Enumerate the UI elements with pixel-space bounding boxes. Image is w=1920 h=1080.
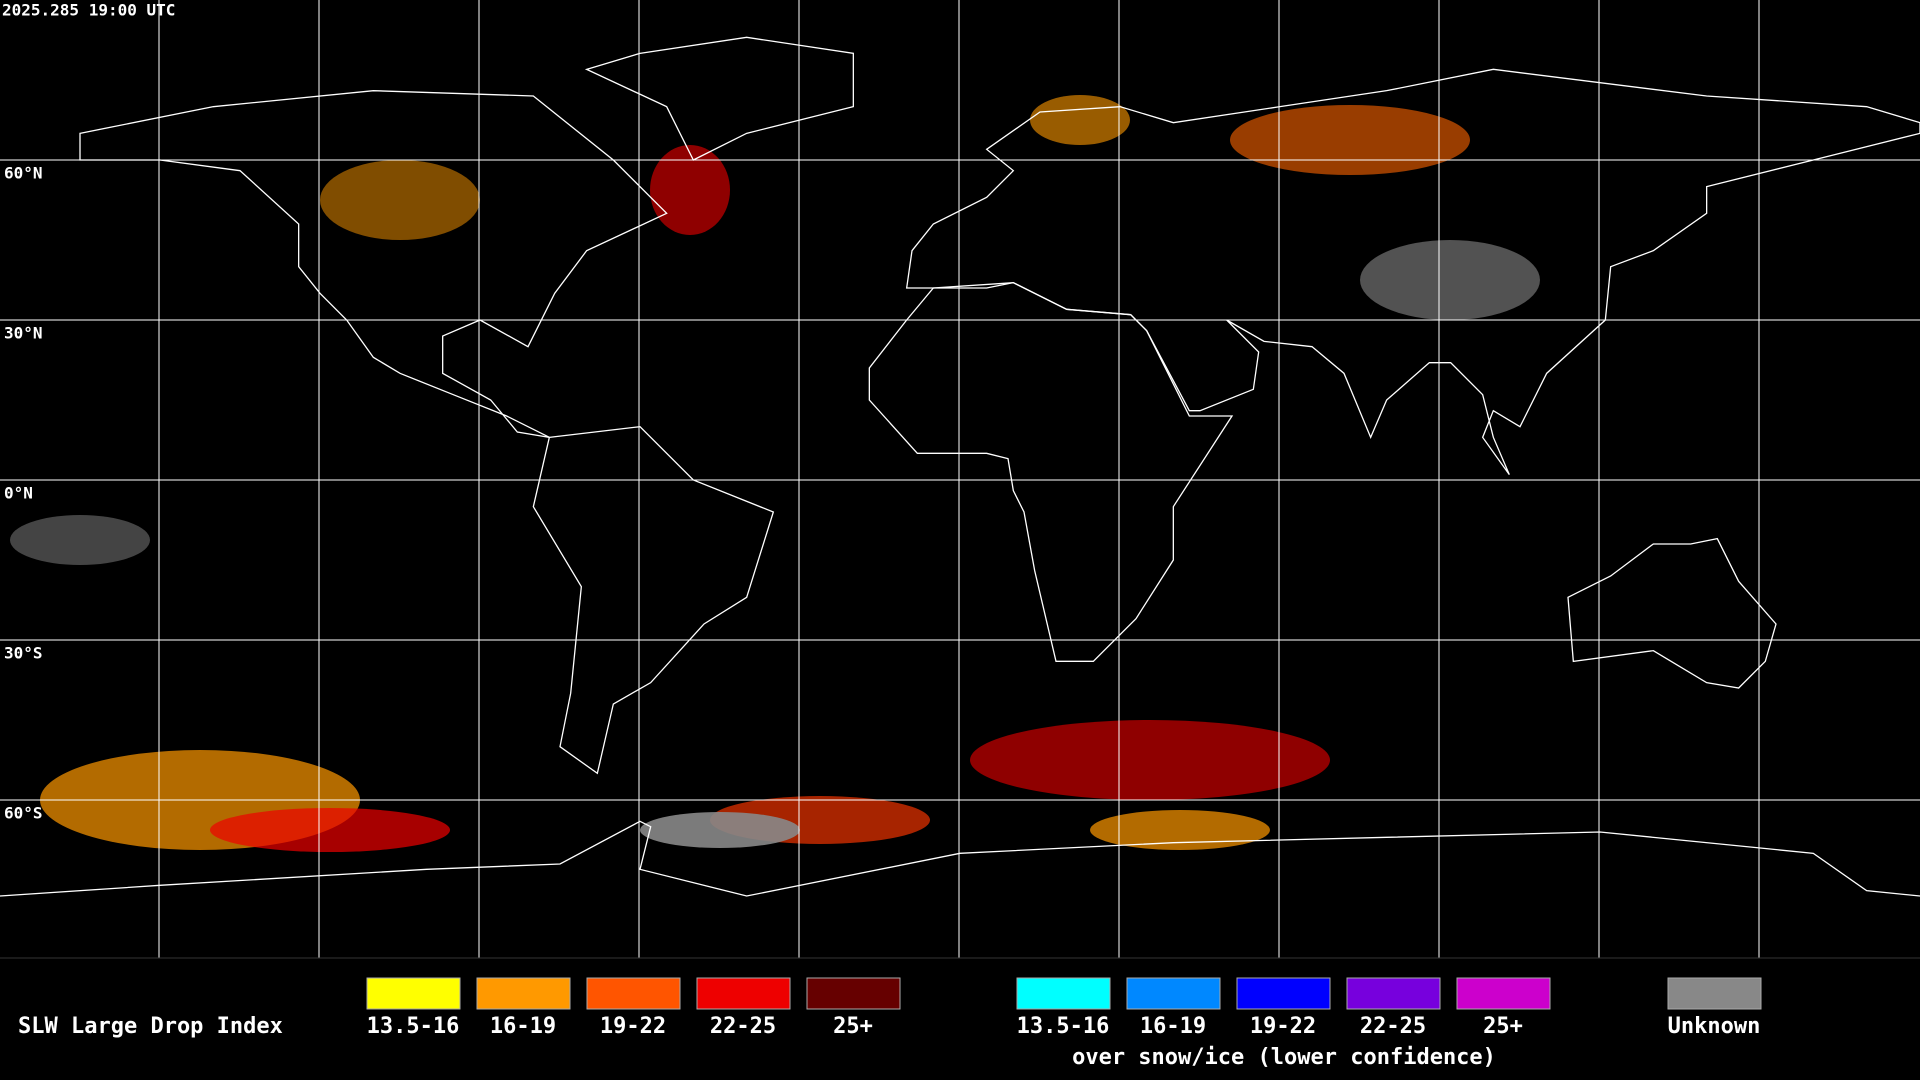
legend-label: 13.5-16 (367, 1014, 460, 1039)
patch (650, 145, 730, 235)
timestamp: 2025.285 19:00 UTC (2, 1, 175, 20)
legend-label: 19-22 (600, 1014, 666, 1039)
latitude-label: 60°S (4, 804, 43, 823)
legend-swatch (1236, 977, 1331, 1010)
coastline (907, 69, 1920, 474)
patch (1360, 240, 1540, 320)
graticule: 60°N 30°N 0°N 30°S 60°S (0, 0, 1920, 958)
coastline (80, 91, 667, 438)
patch (10, 515, 150, 565)
legend-label: 25+ (1483, 1014, 1523, 1039)
latitude-label: 60°N (4, 164, 43, 183)
legend-swatch (806, 977, 901, 1010)
patch (970, 720, 1330, 800)
patch (210, 808, 450, 852)
coastline (1568, 539, 1776, 688)
coastline (533, 427, 773, 774)
legend-label: 25+ (833, 1014, 873, 1039)
legend: SLW Large Drop Index 13.5-16 16-19 19-22 22-… (18, 977, 1762, 1070)
legend-swatch (476, 977, 571, 1010)
legend-label: Unknown (1668, 1014, 1761, 1039)
legend-title: SLW Large Drop Index (18, 1014, 283, 1039)
legend-swatch (1456, 977, 1551, 1010)
legend-label: 16-19 (1140, 1014, 1206, 1039)
legend-swatch (696, 977, 791, 1010)
patch (1090, 810, 1270, 850)
legend-swatch (1126, 977, 1221, 1010)
coastlines (0, 37, 1920, 896)
coastline (869, 283, 1232, 662)
patch (640, 812, 800, 848)
patch (1030, 95, 1130, 145)
patch (1230, 105, 1470, 175)
latitude-label: 30°N (4, 324, 43, 343)
legend-swatch (586, 977, 681, 1010)
latitude-label: 0°N (4, 484, 33, 503)
legend-swatch (366, 977, 461, 1010)
patch (320, 160, 480, 240)
legend-label: 19-22 (1250, 1014, 1316, 1039)
legend-swatch (1346, 977, 1441, 1010)
legend-label: 22-25 (1360, 1014, 1426, 1039)
legend-swatch (1667, 977, 1762, 1010)
coastline (587, 37, 854, 160)
coastline (0, 821, 1920, 896)
latitude-label: 30°S (4, 644, 43, 663)
legend-note: over snow/ice (lower confidence) (1072, 1045, 1496, 1070)
legend-label: 22-25 (710, 1014, 776, 1039)
legend-swatch (1016, 977, 1111, 1010)
legend-label: 16-19 (490, 1014, 556, 1039)
legend-label: 13.5-16 (1017, 1014, 1110, 1039)
